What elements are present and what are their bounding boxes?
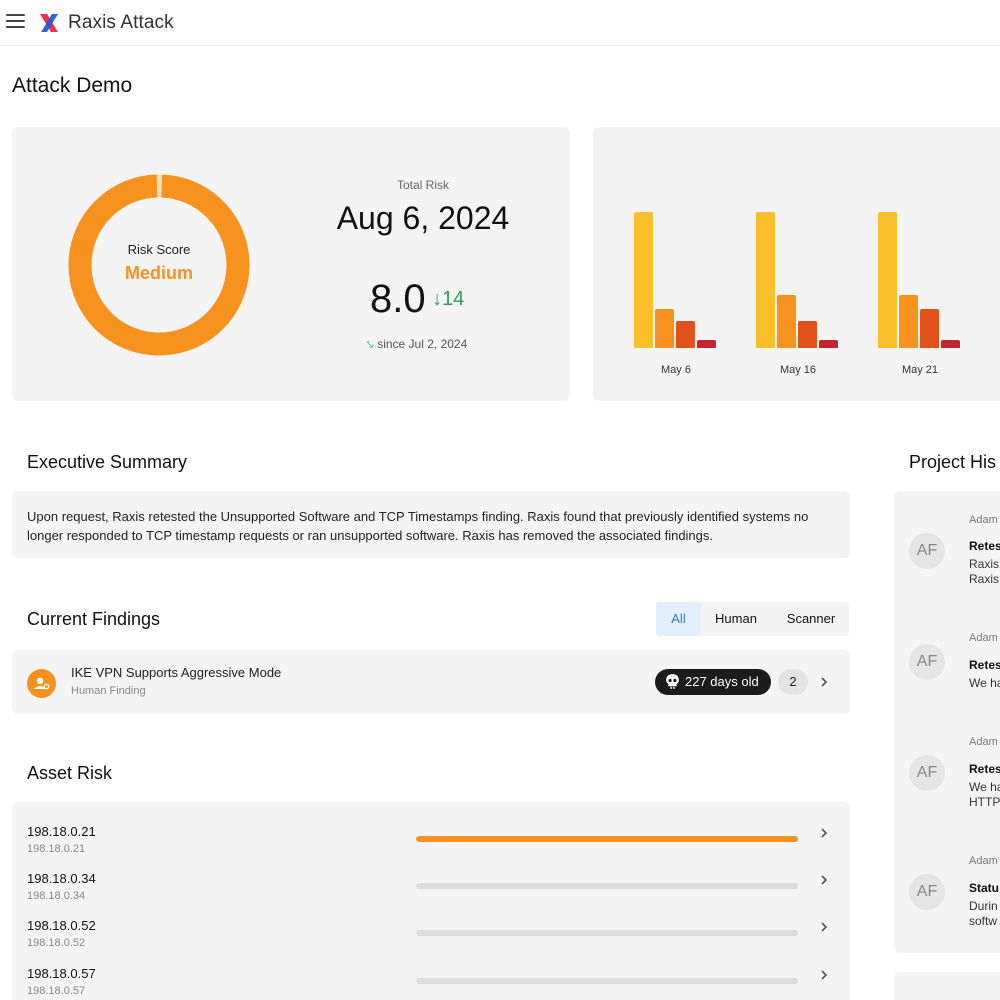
avatar: AF xyxy=(909,874,945,910)
history-author: Adam xyxy=(969,736,998,748)
chart-x-label: May 16 xyxy=(779,364,817,376)
history-title: Statu xyxy=(969,881,999,895)
tab-all[interactable]: All xyxy=(656,602,701,636)
asset-row[interactable]: 198.18.0.21 198.18.0.21 xyxy=(12,810,850,857)
asset-risk-bar xyxy=(416,978,798,984)
skull-icon xyxy=(666,674,679,689)
history-author: Adam xyxy=(969,632,998,644)
risk-score-label: Risk Score xyxy=(127,242,191,257)
chart-bar xyxy=(655,308,674,348)
tab-human[interactable]: Human xyxy=(715,611,757,626)
risk-history-chart: May 6 May 16 May 21 xyxy=(593,127,1000,401)
current-findings-title: Current Findings xyxy=(27,609,161,629)
asset-name: 198.18.0.52 xyxy=(27,918,96,933)
asset-row[interactable]: 198.18.0.34 198.18.0.34 xyxy=(12,857,850,904)
chevron-right-icon[interactable] xyxy=(818,874,830,886)
since-text: ⤥ since Jul 2, 2024 xyxy=(367,337,467,352)
project-history-title: Project His xyxy=(909,452,997,472)
asset-risk-title: Asset Risk xyxy=(27,763,113,783)
asset-row[interactable]: 198.18.0.57 198.18.0.57 xyxy=(12,952,850,999)
finding-type: Human Finding xyxy=(71,685,146,697)
chart-bar xyxy=(878,212,897,348)
chart-bar xyxy=(941,339,960,348)
risk-score-donut xyxy=(68,174,250,356)
chart-x-label: May 6 xyxy=(661,364,691,376)
chart-bar xyxy=(777,294,796,348)
finding-title[interactable]: IKE VPN Supports Aggressive Mode xyxy=(71,665,282,680)
chevron-right-icon[interactable] xyxy=(818,827,830,839)
score-delta: ↓14 xyxy=(432,288,465,310)
avatar: AF xyxy=(909,755,945,791)
findings-filter-tabs: All Human Scanner xyxy=(656,602,849,636)
history-title: Retes xyxy=(969,539,1000,553)
page-title: Attack Demo xyxy=(12,74,133,97)
top-bar: Raxis Attack xyxy=(0,0,1000,46)
total-risk-date: Aug 6, 2024 xyxy=(336,200,510,236)
chart-bar xyxy=(697,339,716,348)
history-author: Adam xyxy=(969,514,998,526)
chart-bar xyxy=(756,212,775,348)
asset-address: 198.18.0.52 xyxy=(27,937,86,949)
executive-summary-title: Executive Summary xyxy=(27,452,188,472)
history-title: Retes xyxy=(969,658,1000,672)
risk-score-value: Medium xyxy=(124,263,193,283)
avatar: AF xyxy=(909,644,945,680)
executive-summary-text: Upon request, Raxis retested the Unsuppo… xyxy=(27,509,809,543)
chevron-right-icon[interactable] xyxy=(818,921,830,933)
risk-score-card: Risk Score Medium Total Risk Aug 6, 2024… xyxy=(12,127,570,401)
chart-bar xyxy=(899,294,918,348)
asset-risk-bar xyxy=(416,883,798,889)
finding-row[interactable]: IKE VPN Supports Aggressive Mode Human F… xyxy=(12,650,850,714)
finding-person-icon xyxy=(27,669,56,698)
trend-down-icon: ⤥ xyxy=(367,339,374,351)
avatar: AF xyxy=(909,533,945,569)
score-value: 8.0 xyxy=(370,277,426,321)
history-text: Raxis xyxy=(969,557,1000,571)
asset-risk-bar xyxy=(416,836,798,842)
asset-address: 198.18.0.34 xyxy=(27,890,86,902)
tab-scanner[interactable]: Scanner xyxy=(786,611,836,626)
chevron-right-icon[interactable] xyxy=(818,676,830,688)
history-text: We ha xyxy=(969,676,1000,690)
finding-count: 2 xyxy=(778,669,808,695)
history-text: We ha xyxy=(969,780,1000,794)
chart-bar xyxy=(819,339,838,348)
history-text: Durin xyxy=(969,899,998,913)
asset-address: 198.18.0.57 xyxy=(27,985,86,997)
asset-risk-fill xyxy=(416,836,798,842)
raxis-logo-icon[interactable] xyxy=(37,11,61,35)
executive-summary-card: Upon request, Raxis retested the Unsuppo… xyxy=(12,491,850,558)
chart-bar xyxy=(798,320,817,348)
since-label: since Jul 2, 2024 xyxy=(377,337,468,351)
asset-address: 198.18.0.21 xyxy=(27,843,86,855)
history-text: HTTP xyxy=(969,795,1000,809)
project-history-card-next xyxy=(894,972,1000,1000)
finding-age-badge[interactable]: 227 days old xyxy=(655,669,771,695)
asset-name: 198.18.0.57 xyxy=(27,966,96,981)
chart-x-label: May 21 xyxy=(901,364,939,376)
chevron-right-icon[interactable] xyxy=(818,969,830,981)
chart-bar xyxy=(634,212,653,348)
chart-bar xyxy=(920,308,939,348)
finding-age: 227 days old xyxy=(685,674,759,689)
history-author: Adam xyxy=(969,855,998,867)
asset-risk-card: 198.18.0.21 198.18.0.21 198.18.0.34 198.… xyxy=(12,802,850,1000)
chart-bar xyxy=(676,320,695,348)
project-history-card: Adam AF Retes Raxis Raxis Adam AF Retes … xyxy=(894,491,1000,953)
asset-name: 198.18.0.34 xyxy=(27,871,96,886)
app-title[interactable]: Raxis Attack xyxy=(68,12,174,33)
history-title: Retes xyxy=(969,762,1000,776)
asset-row[interactable]: 198.18.0.52 198.18.0.52 xyxy=(12,904,850,951)
asset-risk-bar xyxy=(416,930,798,936)
history-text: softw xyxy=(969,914,998,928)
menu-icon[interactable] xyxy=(6,14,25,30)
total-risk-label: Total Risk xyxy=(396,178,449,192)
total-risk-score: 8.0 ↓14 xyxy=(370,277,464,323)
asset-name: 198.18.0.21 xyxy=(27,824,96,839)
history-text: Raxis xyxy=(969,572,1000,586)
